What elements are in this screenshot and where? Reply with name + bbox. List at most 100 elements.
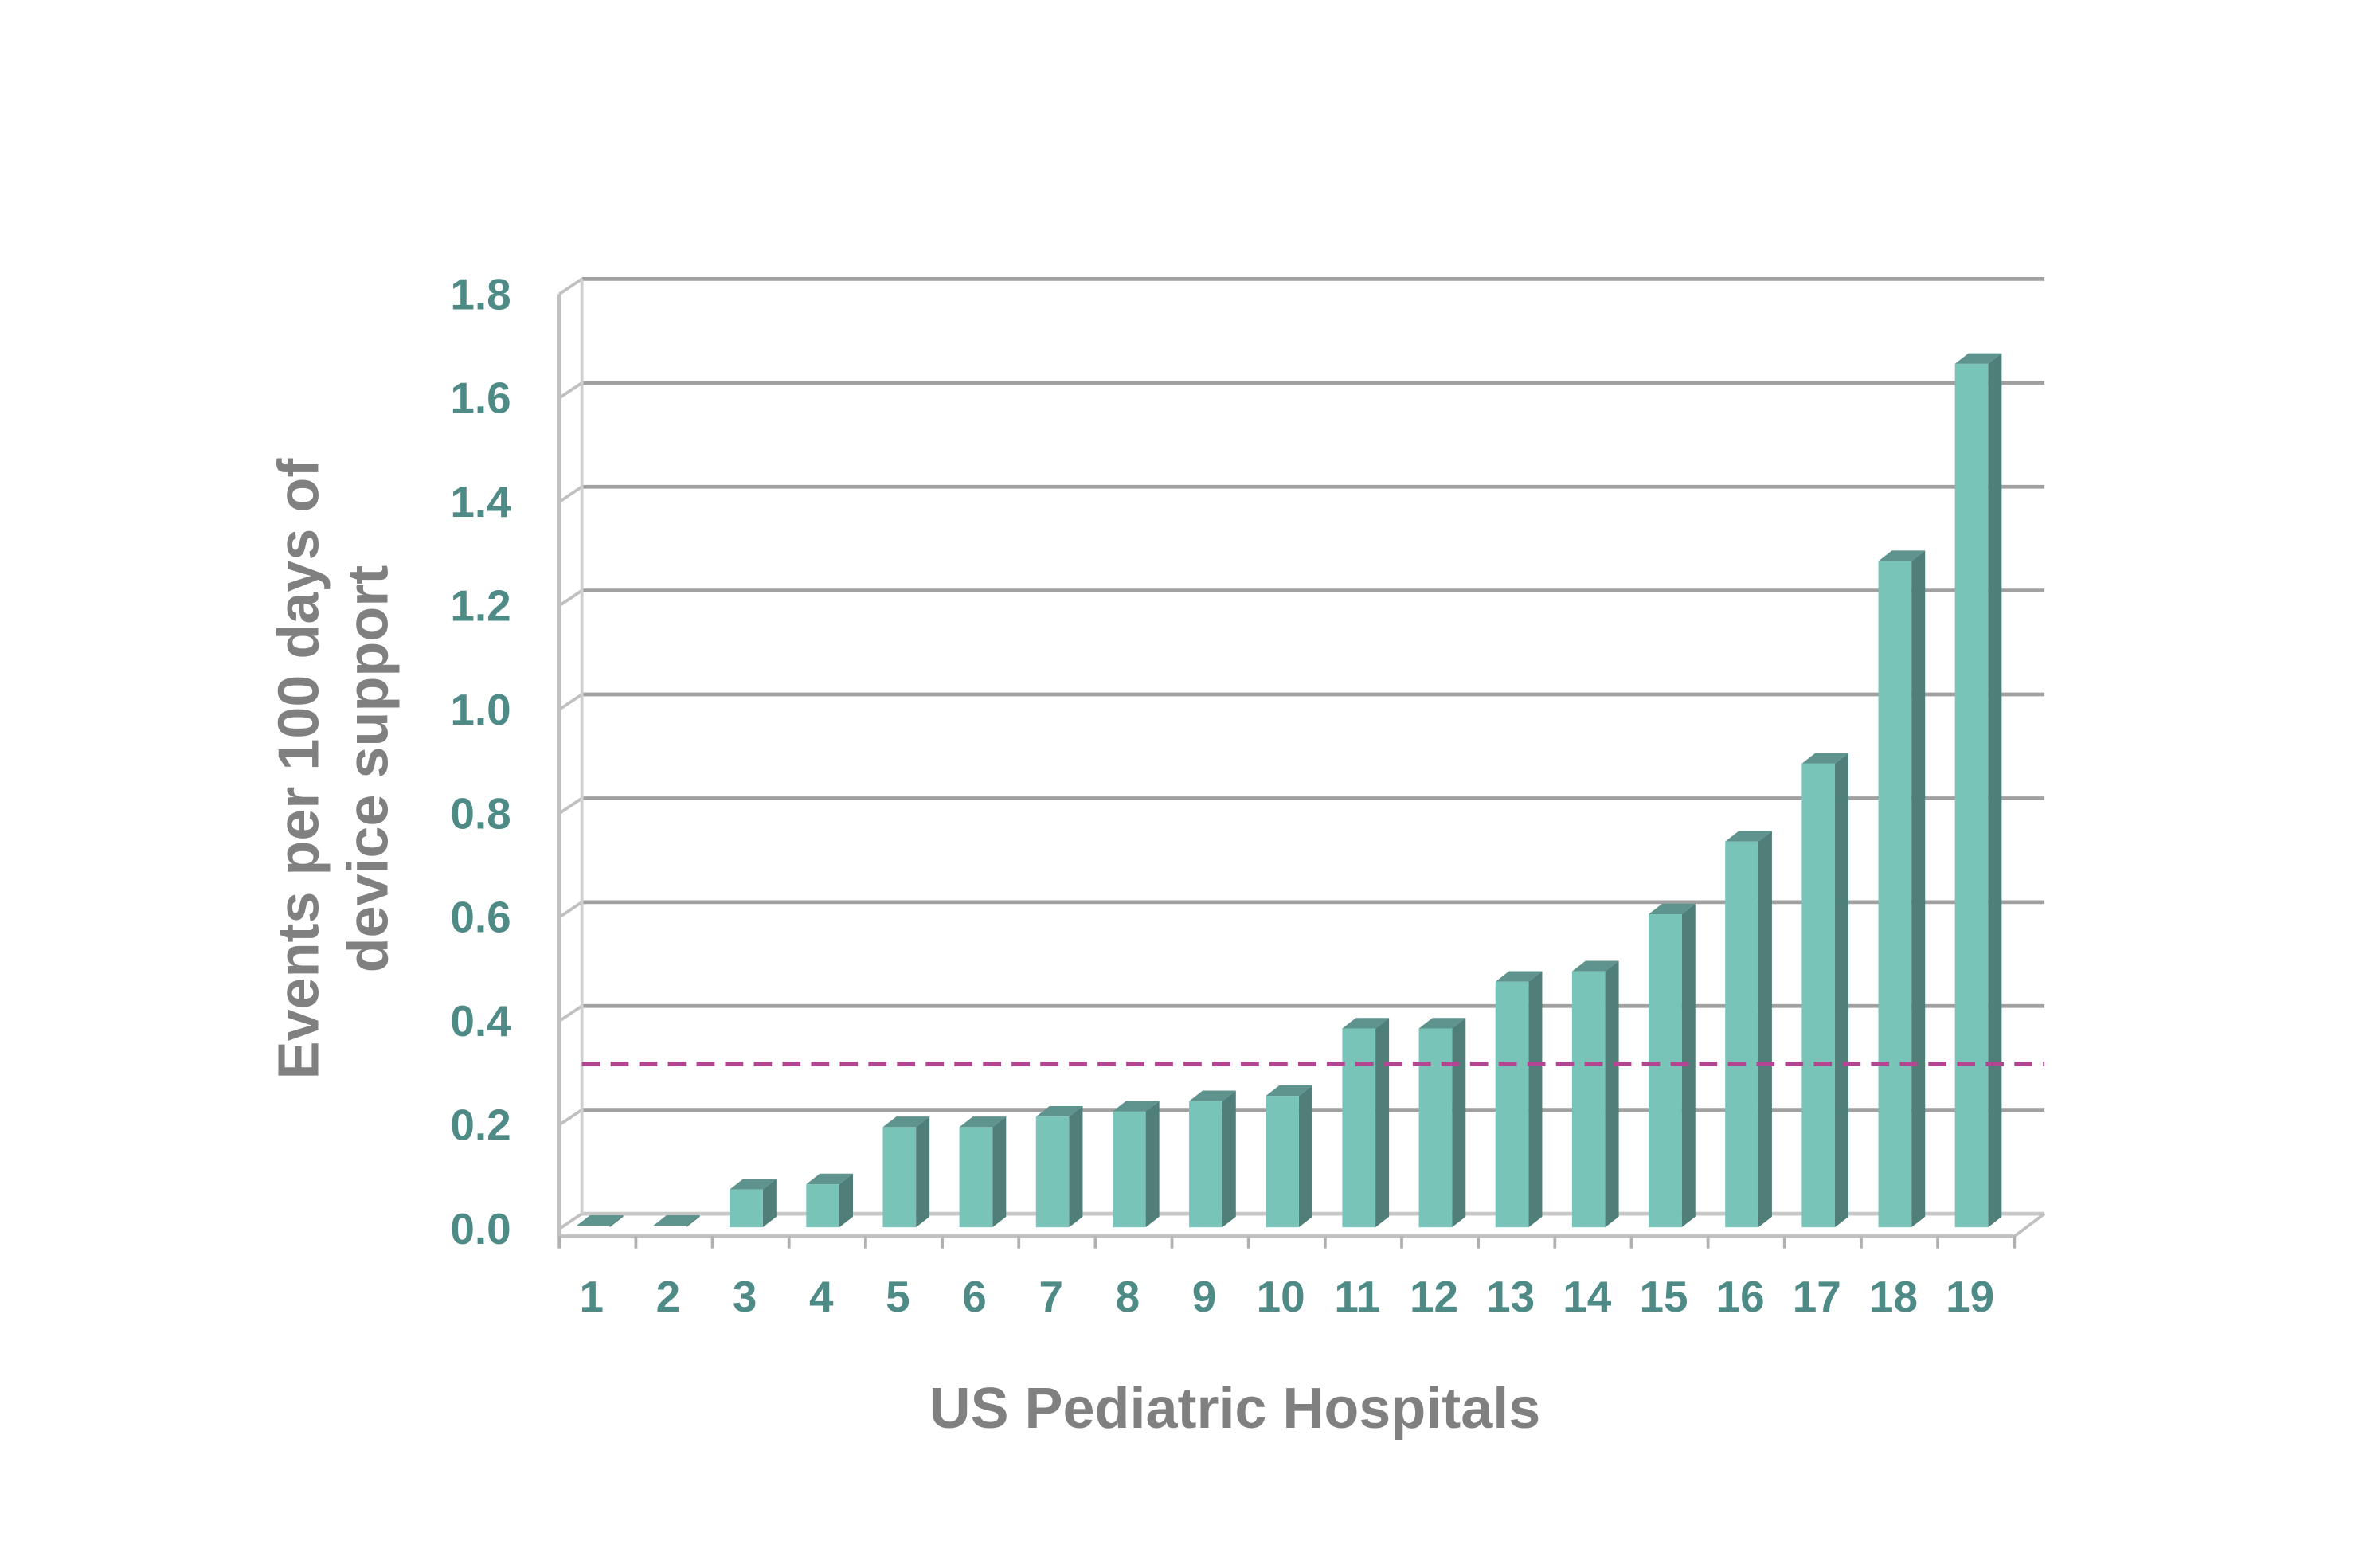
bar-top [1801,753,1849,764]
x-tick-label: 14 [1563,1272,1612,1321]
y-tick-label: 1.4 [450,477,511,526]
x-tick-label: 19 [1946,1272,1994,1321]
gridline-wall-edge [558,1212,583,1230]
bar-side [1835,753,1849,1228]
y-tick-label: 0.0 [450,1204,511,1253]
bar-side [1145,1101,1160,1228]
bar [1725,841,1758,1228]
bar [1878,561,1912,1228]
bar-side [1988,353,2002,1228]
bar [1266,1096,1299,1228]
bar-top [1112,1101,1160,1112]
bars [576,353,2002,1228]
bar-top [1878,550,1926,561]
y-tick-labels: 0.0 0.2 0.4 0.6 0.8 1.0 1.2 1.4 1.6 1.8 [450,269,511,1253]
bar [882,1127,917,1228]
x-tick-label: 16 [1716,1272,1765,1321]
bar-top [806,1173,853,1185]
bar [1112,1111,1146,1228]
bar-side [916,1116,930,1228]
x-tick-label: 1 [580,1272,604,1321]
y-tick-label: 1.8 [450,269,511,319]
x-tick-labels: 1 2 3 4 5 6 7 8 9 10 11 12 13 14 15 16 17 18 19 [580,1272,1995,1321]
bar-side [1911,550,1926,1228]
gridline-wall-edge [558,277,583,295]
bar-side [762,1179,777,1228]
y-tick-label: 0.2 [450,1101,511,1150]
y-tick-label: 1.2 [450,581,511,630]
x-tick-label: 4 [809,1272,834,1321]
bar-top [1571,960,1619,972]
x-tick-label: 8 [1116,1272,1140,1321]
bar [1954,363,1989,1228]
x-tick-label: 11 [1334,1272,1380,1321]
bar [1495,981,1529,1228]
bar-top [652,1214,700,1226]
bar-side [1222,1090,1236,1228]
x-tick-label: 18 [1869,1272,1918,1321]
bar [1035,1116,1070,1228]
y-tick-label: 1.6 [450,373,511,423]
bar-side [1605,960,1619,1228]
bar-top [1189,1090,1236,1101]
x-tick-label: 3 [733,1272,757,1321]
bar-side [1758,831,1772,1228]
bar-side [992,1116,1007,1228]
bar-top [959,1116,1007,1128]
bar-side [1298,1085,1312,1228]
bar-top [1418,1018,1466,1029]
gridline-wall-edge [558,381,583,400]
y-axis-title-line-1: Events per 100 days of [267,458,331,1080]
gridline-wall-edge [558,693,583,711]
bar-top [882,1116,930,1128]
x-tick-label: 5 [886,1272,910,1321]
y-tick-label: 0.6 [450,893,511,942]
bar-side [1375,1018,1390,1228]
bar-top [1725,831,1772,842]
bar [1571,971,1606,1228]
y-tick-label: 0.8 [450,788,511,838]
x-tick-label: 10 [1257,1272,1305,1321]
axes [557,279,2046,1249]
gridline-wall-edge [558,485,583,503]
bar [1342,1028,1376,1228]
bar-top [576,1214,624,1226]
bar-top [1266,1085,1312,1097]
x-tick-label: 7 [1039,1272,1063,1321]
gridline-wall-edge [558,796,583,815]
x-tick-label: 17 [1793,1272,1841,1321]
bar-side [839,1173,853,1228]
bar [1418,1028,1453,1228]
x-axis-title: US Pediatric Hospitals [929,1377,1541,1441]
bar-top [1954,353,2002,364]
x-tick-label: 6 [962,1272,987,1321]
bar-side [1069,1106,1083,1228]
floor-right-edge [2013,1212,2046,1238]
bar [1189,1101,1222,1228]
gridline-wall-edge [558,1109,583,1127]
bar-side [1528,971,1543,1228]
x-tick-label: 9 [1192,1272,1217,1321]
y-axis-title-line-2: device support [336,565,400,973]
gridline-wall-edge [558,1004,583,1023]
bar-top [1495,971,1543,982]
bar-top [730,1179,777,1190]
bar [959,1127,993,1228]
bar-top [1342,1018,1390,1029]
bar-side [609,1214,624,1228]
y-tick-label: 0.4 [450,996,511,1046]
bar-side [1452,1018,1466,1228]
bar [1801,763,1836,1228]
x-tick-label: 2 [656,1272,681,1321]
bar-top [1649,903,1696,915]
x-tick-label: 12 [1410,1272,1458,1321]
x-tick-label: 13 [1486,1272,1535,1321]
bar [1649,914,1682,1228]
bar-top [1035,1106,1083,1117]
x-tick-label: 15 [1639,1272,1688,1321]
gridline-wall-edge [558,901,583,919]
gridline-wall-edge [558,589,583,608]
bar [806,1184,839,1228]
y-tick-label: 1.0 [450,685,511,734]
